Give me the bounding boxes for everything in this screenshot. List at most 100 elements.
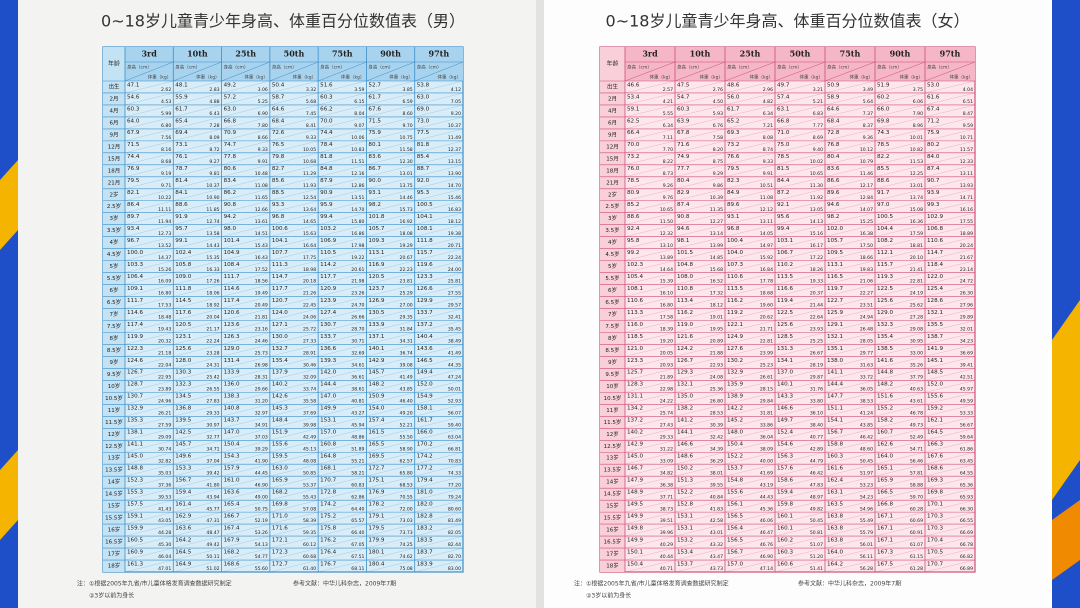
weight-value: 23.14 — [960, 267, 973, 273]
height-value: 142.5 — [175, 430, 191, 436]
cell-diagonal — [318, 212, 367, 225]
age: 9.5岁 — [605, 370, 619, 378]
weight-value: 8.22 — [663, 159, 673, 165]
weight-value: 41.83 — [710, 506, 723, 512]
height-value: 116.9 — [368, 262, 384, 268]
cell-diagonal — [414, 500, 464, 513]
weight-value: 68.11 — [351, 566, 364, 572]
cell-diagonal — [674, 440, 726, 453]
weight-value: 13.64 — [303, 207, 316, 213]
cell-diagonal — [924, 164, 976, 177]
cell-diagonal — [924, 368, 976, 381]
cell-diagonal — [318, 500, 367, 513]
weight-value: 16.33 — [206, 267, 219, 273]
cell-diagonal — [824, 464, 876, 477]
weight-value: 51.07 — [810, 542, 823, 548]
weight-value: 7.21 — [763, 123, 773, 129]
height-value: 92.4 — [627, 226, 640, 232]
weight-value: 39.53 — [158, 494, 171, 500]
height-value: 165.4 — [224, 501, 240, 507]
cell-diagonal — [221, 308, 270, 321]
diagonal — [674, 61, 726, 82]
height-value: 131.3 — [777, 346, 793, 352]
weight-value: 18.26 — [810, 267, 823, 273]
height-value: 137.2 — [417, 322, 433, 328]
weight-value: 46.42 — [860, 434, 873, 440]
weight-value: 46.90 — [255, 482, 268, 488]
weight-value: 11.30 — [810, 183, 823, 189]
cell-diagonal — [924, 200, 976, 213]
cell-diagonal — [674, 476, 726, 489]
height-value: 99.3 — [927, 202, 940, 208]
cell-diagonal — [221, 80, 270, 94]
column-header: 25th — [740, 49, 761, 59]
weight-value: 46.42 — [810, 470, 823, 476]
cell-diagonal — [318, 559, 367, 573]
height-value: 99.4 — [320, 214, 333, 220]
weight-value: 81.49 — [448, 518, 461, 524]
weight-value: 30.71 — [351, 339, 364, 345]
height-value: 78.5 — [627, 178, 640, 184]
cell-diagonal — [924, 248, 976, 261]
cell-diagonal — [724, 535, 776, 549]
weight-value: 58.90 — [400, 446, 413, 452]
weight-value: 41.49 — [400, 375, 413, 381]
cell-diagonal — [124, 476, 174, 489]
height-value: 156.7 — [175, 478, 191, 484]
height-value: 80.2 — [927, 142, 939, 148]
cell-diagonal — [124, 404, 174, 417]
cell-diagonal — [924, 547, 976, 561]
cell-diagonal — [124, 260, 174, 273]
height-value: 163.5 — [827, 501, 843, 507]
weight-value: 9.20 — [451, 111, 461, 117]
weight-value: 24.08 — [710, 375, 723, 381]
weight-value: 10.79 — [860, 159, 873, 165]
weight-value: 24.22 — [660, 398, 673, 404]
cell-diagonal — [366, 535, 415, 549]
age: 10岁 — [108, 382, 121, 390]
height-value: 72.8 — [827, 130, 840, 136]
height-value: 103.2 — [320, 226, 336, 232]
height-value: 153.7 — [677, 561, 693, 567]
weight-value: 34.23 — [960, 339, 973, 345]
cell-diagonal — [824, 547, 876, 561]
weight-value: 49.20 — [400, 410, 413, 416]
height-value: 133.7 — [417, 310, 433, 316]
weight-value: 3.32 — [306, 87, 316, 93]
cell-diagonal — [874, 416, 926, 429]
weight-value: 11.94 — [158, 219, 171, 225]
cell-diagonal — [674, 308, 726, 321]
weight-value: 7.56 — [161, 135, 171, 141]
weight-value: 11.08 — [760, 195, 773, 201]
weight-value: 13.05 — [810, 207, 823, 213]
height-value: 156.3 — [777, 454, 793, 460]
cell-diagonal — [774, 464, 826, 477]
weight-value: 2.76 — [713, 87, 723, 93]
diagonal — [724, 61, 776, 82]
height-value: 82.2 — [877, 154, 889, 160]
height-value: 170.3 — [927, 525, 943, 531]
weight-value: 11.85 — [206, 207, 219, 213]
height-value: 102.0 — [827, 226, 843, 232]
cell-diagonal — [318, 152, 367, 165]
height-value: 110.6 — [927, 238, 943, 244]
cell-diagonal — [269, 140, 319, 153]
cell-diagonal — [318, 92, 367, 106]
height-value: 149.9 — [320, 406, 336, 412]
weight-value: 16.16 — [960, 207, 973, 213]
height-value: 134.2 — [627, 406, 643, 412]
height-value: 164.5 — [175, 549, 191, 555]
height-value: 106.4 — [127, 274, 143, 280]
weight-value: 4.50 — [713, 99, 723, 105]
cell-diagonal — [624, 260, 676, 273]
height-value: 155.6 — [272, 442, 288, 448]
height-value: 176.9 — [368, 490, 384, 496]
weight-value: 8.60 — [402, 111, 412, 117]
weight-value: 9.07 — [354, 123, 364, 129]
cell-diagonal — [624, 416, 676, 429]
height-value: 172.8 — [320, 490, 336, 496]
cell-diagonal — [874, 116, 926, 130]
height-value: 90.8 — [677, 214, 690, 220]
height-value: 149.8 — [627, 525, 643, 531]
